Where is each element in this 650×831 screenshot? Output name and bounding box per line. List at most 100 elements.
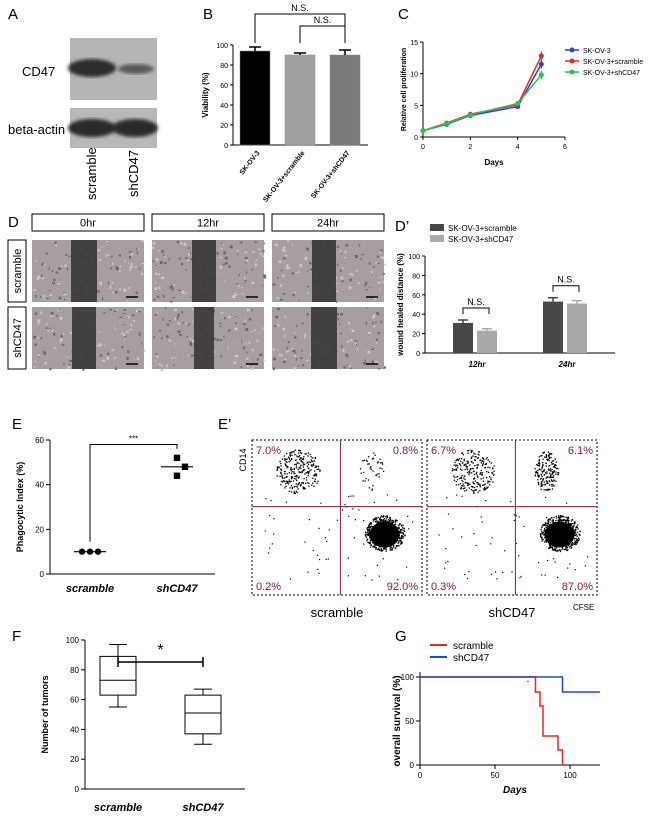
event-dot <box>401 529 403 531</box>
scatter-event <box>485 499 487 502</box>
event-dot <box>312 482 314 484</box>
event-dot <box>379 516 382 518</box>
event-dot <box>459 463 461 466</box>
event-dot <box>311 484 313 486</box>
event-dot <box>379 518 381 521</box>
event-dot <box>545 539 547 541</box>
bar <box>284 54 316 146</box>
cell-texture <box>277 308 280 311</box>
event-dot <box>547 451 550 453</box>
cell-texture <box>67 366 70 369</box>
event-dot <box>464 468 466 471</box>
event-dot <box>399 524 401 526</box>
cell-texture <box>164 256 166 258</box>
cell-texture <box>285 350 288 354</box>
event-dot <box>534 474 536 476</box>
cell-texture <box>220 248 223 250</box>
scatter-event <box>468 571 470 573</box>
significance-bracket <box>89 443 178 542</box>
cell-texture <box>246 259 249 263</box>
event-dot <box>540 482 542 485</box>
event-dot <box>376 462 379 464</box>
scatter-event <box>490 573 493 575</box>
event-dot <box>286 465 289 468</box>
event-dot <box>313 474 315 477</box>
event-dot <box>574 522 576 525</box>
cell-texture <box>278 260 282 263</box>
event-dot <box>537 464 540 467</box>
event-dot <box>557 471 560 474</box>
event-dot <box>457 459 460 461</box>
data-point <box>467 112 473 118</box>
significance-bracket <box>552 285 580 292</box>
cell-texture <box>155 360 157 363</box>
survival-line <box>420 676 564 765</box>
event-dot <box>576 541 578 543</box>
event-dot <box>478 454 480 456</box>
event-dot <box>571 546 573 548</box>
event-dot <box>368 531 371 534</box>
event-dot <box>363 459 365 461</box>
event-dot <box>476 464 478 466</box>
event-dot <box>571 544 574 546</box>
scatter-event <box>352 508 354 510</box>
cell-texture <box>181 290 184 294</box>
cell-texture <box>153 298 156 301</box>
cell-texture <box>96 344 99 347</box>
series-line <box>422 74 542 132</box>
event-dot <box>375 474 377 476</box>
cell-texture <box>298 271 301 273</box>
event-dot <box>550 546 553 549</box>
x-tick-label: shCD47 <box>157 583 199 595</box>
cell-texture <box>235 355 239 358</box>
event-dot <box>551 473 554 475</box>
cell-texture <box>381 256 384 260</box>
cell-texture <box>162 294 165 297</box>
event-dot <box>398 536 400 539</box>
cell-texture <box>123 308 127 311</box>
x-axis-label: Days <box>503 785 527 796</box>
scatter-event <box>318 558 321 561</box>
event-dot <box>300 452 302 454</box>
cell-texture <box>136 252 139 255</box>
event-dot <box>368 487 370 489</box>
cell-texture <box>219 265 222 269</box>
cell-texture <box>242 323 246 326</box>
x-tick-label: shCD47 <box>183 802 225 814</box>
cell-texture <box>190 258 193 260</box>
cell-texture <box>33 366 36 368</box>
cell-texture <box>139 308 141 311</box>
scatter-event <box>407 515 409 517</box>
event-dot <box>552 471 554 474</box>
cell-texture <box>248 341 251 344</box>
scatter-event <box>515 515 517 517</box>
event-dot <box>564 519 566 521</box>
event-dot <box>392 546 395 548</box>
event-dot <box>481 460 483 462</box>
event-dot <box>399 532 401 534</box>
cell-texture <box>155 258 159 262</box>
event-dot <box>403 530 406 533</box>
cell-texture <box>189 296 192 298</box>
cell-texture <box>243 280 247 282</box>
event-dot <box>549 547 551 549</box>
event-dot <box>307 455 309 457</box>
cell-texture <box>281 248 284 251</box>
cell-texture <box>369 286 371 288</box>
cell-texture <box>243 277 246 280</box>
cell-texture <box>373 325 376 328</box>
cell-texture <box>121 345 124 349</box>
cell-texture <box>219 325 222 327</box>
cell-texture <box>228 315 231 319</box>
cell-texture <box>309 262 312 265</box>
event-dot <box>304 473 306 475</box>
cell-texture <box>295 358 297 361</box>
event-dot <box>297 468 299 471</box>
cell-texture <box>123 333 126 336</box>
scatter-event <box>567 535 569 537</box>
event-dot <box>397 542 399 544</box>
event-dot <box>288 472 290 474</box>
event-dot <box>541 530 543 533</box>
event-dot <box>366 538 368 540</box>
x-tick-label: 0 <box>418 771 423 780</box>
